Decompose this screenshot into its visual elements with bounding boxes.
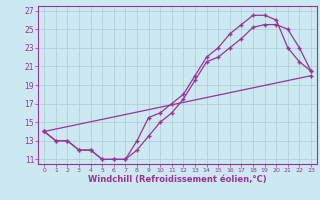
X-axis label: Windchill (Refroidissement éolien,°C): Windchill (Refroidissement éolien,°C) (88, 175, 267, 184)
